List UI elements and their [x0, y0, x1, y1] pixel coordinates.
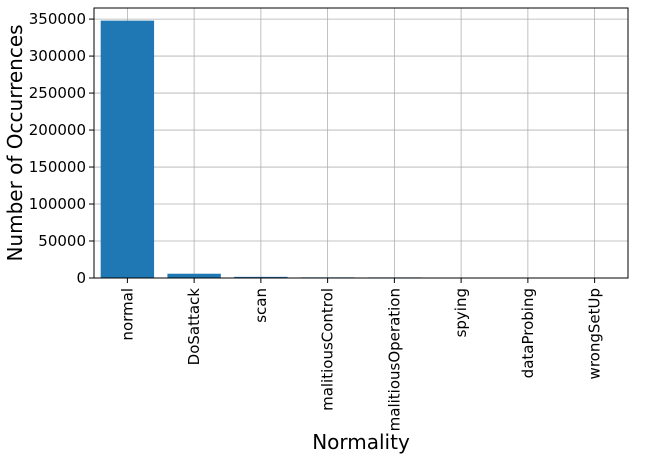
- y-tick-label: 350000: [29, 10, 86, 28]
- x-tick-label: malitiousOperation: [385, 288, 403, 431]
- ticks: 0 50000 100000 150000 200000 250000 300000 3500…: [29, 10, 604, 431]
- y-tick-label: 50000: [38, 232, 86, 250]
- y-tick-label: 250000: [29, 84, 86, 102]
- y-tick-label: 0: [76, 269, 86, 287]
- bar-normal: [100, 20, 155, 279]
- y-tick-label: 150000: [29, 158, 86, 176]
- plot-frame: [93, 7, 629, 279]
- x-axis-label: Normality: [312, 430, 410, 454]
- y-tick-label: 200000: [29, 121, 86, 139]
- y-axis-label: Number of Occurrences: [3, 24, 27, 261]
- x-tick-label: scan: [252, 288, 270, 323]
- x-tick-label: DoSattack: [185, 288, 203, 366]
- x-tick-label: wrongSetUp: [586, 288, 604, 379]
- bar-scan: [234, 276, 288, 278]
- y-tick-label: 100000: [29, 195, 86, 213]
- y-tick-label: 300000: [29, 47, 86, 65]
- bar-DoSattack: [167, 273, 221, 278]
- x-tick-label: spying: [452, 288, 470, 337]
- x-tick-label: dataProbing: [519, 288, 537, 378]
- x-tick-label: normal: [118, 288, 136, 341]
- x-tick-label: malitiousControl: [319, 288, 337, 411]
